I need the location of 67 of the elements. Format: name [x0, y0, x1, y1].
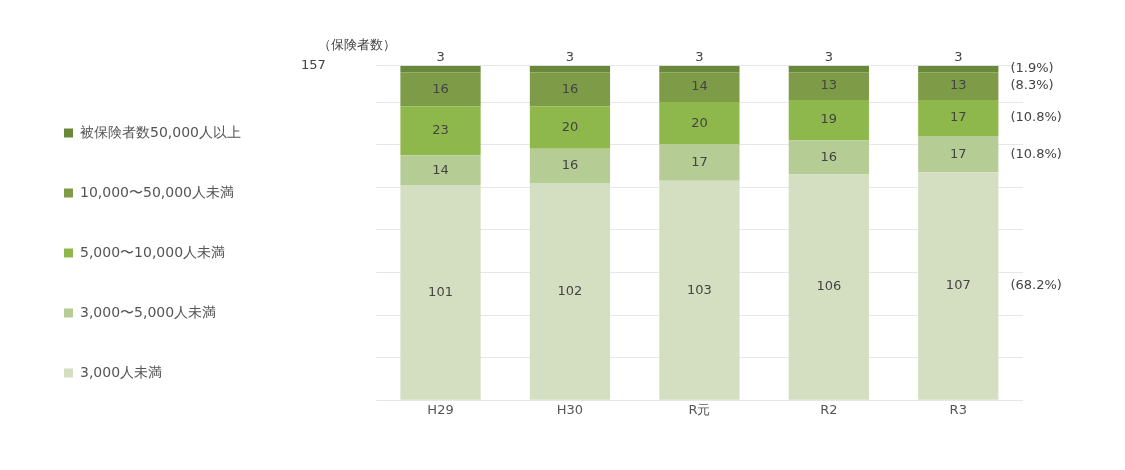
data-label: 102 — [557, 282, 583, 298]
bar — [918, 65, 999, 73]
data-label: 3 — [436, 48, 445, 64]
annotation: (1.9%) — [1010, 60, 1054, 76]
bar — [529, 182, 611, 400]
bar — [400, 155, 481, 186]
x-tick-label: H30 — [556, 402, 584, 418]
bar — [788, 99, 869, 141]
bar — [918, 99, 999, 137]
bar — [788, 174, 869, 400]
data-label: 14 — [432, 161, 449, 177]
data-label: 13 — [950, 77, 967, 93]
legend-label: 被保険者数50,000人以上 — [80, 123, 241, 140]
bar — [918, 172, 999, 400]
annotation: (68.2%) — [1010, 277, 1062, 293]
x-tick-label: R2 — [820, 402, 838, 418]
bar — [788, 140, 869, 175]
x-tick-label: H29 — [427, 402, 454, 418]
data-label: 107 — [945, 277, 971, 293]
bar — [529, 148, 611, 183]
data-label: 16 — [561, 157, 579, 173]
data-label: 16 — [561, 80, 579, 96]
data-label: 14 — [691, 78, 708, 94]
bar — [529, 72, 611, 107]
data-label: 20 — [561, 118, 579, 134]
x-tick-label: R元 — [688, 402, 711, 418]
y-tick-label: 157 — [300, 57, 326, 73]
data-label: 17 — [950, 109, 967, 125]
annotation: (10.8%) — [1010, 145, 1062, 161]
data-label: 3 — [695, 48, 704, 64]
bar — [918, 136, 999, 173]
bar — [659, 102, 740, 145]
data-label: 3 — [954, 48, 963, 64]
data-label: 13 — [820, 77, 838, 93]
data-label: 103 — [686, 281, 712, 297]
annotation: (10.8%) — [1010, 109, 1062, 125]
data-label: 3 — [824, 48, 833, 64]
data-label: 106 — [816, 278, 842, 294]
data-label: 101 — [428, 283, 453, 299]
bar — [400, 185, 481, 400]
legend-label: 10,000〜50,000人未満 — [80, 183, 234, 200]
data-label: 19 — [820, 111, 838, 127]
bar — [918, 72, 999, 100]
data-label: 16 — [432, 80, 449, 96]
bar — [659, 65, 740, 73]
data-label: 3 — [565, 48, 575, 64]
bar — [788, 72, 869, 100]
bar — [788, 65, 869, 73]
data-label: 20 — [691, 114, 708, 130]
data-label: 17 — [950, 145, 967, 161]
bar — [659, 180, 740, 400]
bar — [529, 106, 611, 149]
legend-label: 3,000人未満 — [80, 363, 163, 380]
data-label: 23 — [432, 122, 449, 138]
x-tick-label: R3 — [949, 402, 967, 418]
bar — [529, 65, 611, 73]
y-axis-title: （保険者数） — [317, 36, 396, 52]
data-label: 16 — [820, 148, 838, 164]
data-label: 17 — [691, 154, 708, 170]
legend-label: 3,000〜5,000人未満 — [80, 303, 217, 320]
bar — [400, 72, 481, 107]
bar — [400, 65, 481, 73]
legend-label: 5,000〜10,000人未満 — [80, 243, 226, 260]
bar — [659, 72, 740, 103]
bar — [659, 144, 740, 181]
bar — [400, 106, 481, 156]
annotation: (8.3%) — [1010, 77, 1054, 93]
